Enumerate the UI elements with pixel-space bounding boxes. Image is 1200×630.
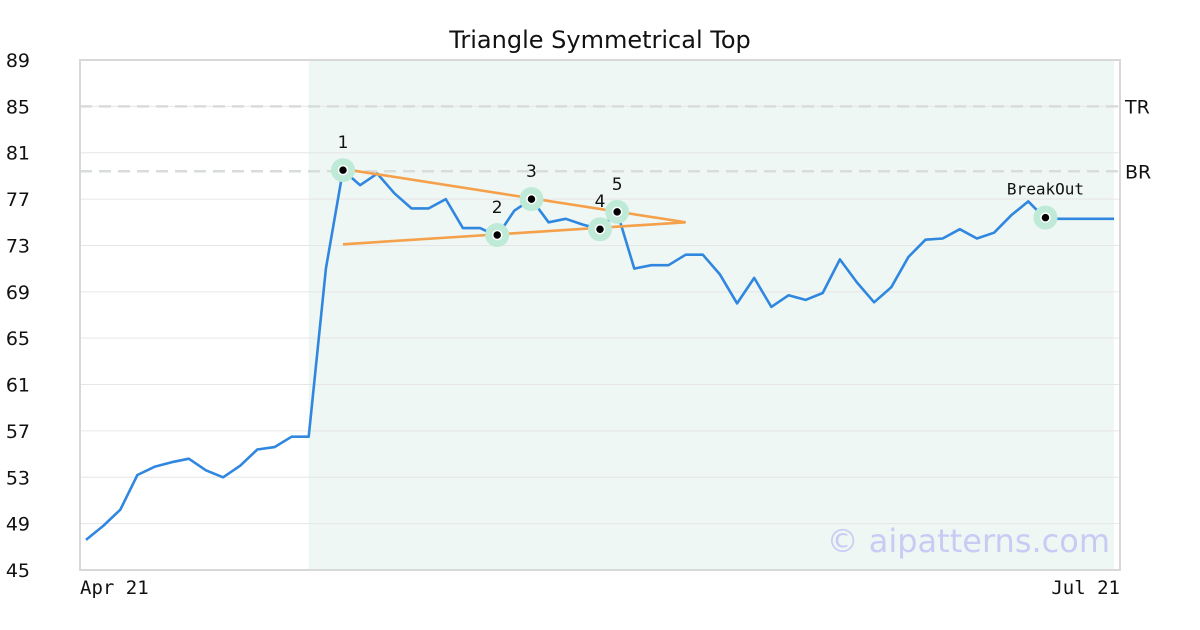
plot-area: 45 49 53 57 61 65 69 73 77 81 85 89 TR BR 1 2 3 45 BreakOu… bbox=[6, 50, 1151, 599]
y-tick-label: 77 bbox=[6, 189, 30, 211]
y-tick-label: 65 bbox=[6, 328, 30, 350]
y-tick-label: 69 bbox=[6, 282, 30, 304]
breakout-label: BreakOut bbox=[1007, 180, 1084, 199]
y-tick-label: 49 bbox=[6, 514, 30, 536]
reference-label-br: BR bbox=[1125, 161, 1151, 183]
y-tick-label: 81 bbox=[6, 143, 30, 165]
x-tick-label: Jul 21 bbox=[1051, 577, 1120, 599]
pattern-point-2 bbox=[491, 229, 503, 241]
y-tick-label: 45 bbox=[6, 560, 30, 582]
y-tick-label: 61 bbox=[6, 375, 30, 397]
plot-frame bbox=[79, 59, 1121, 571]
chart-title: Triangle Symmetrical Top bbox=[448, 26, 751, 54]
y-tick-label: 89 bbox=[6, 50, 30, 72]
pattern-point-3 bbox=[526, 193, 537, 205]
pattern-point-label: 1 bbox=[338, 133, 349, 153]
reference-label-tr: TR bbox=[1124, 96, 1150, 118]
highlight-region bbox=[308, 60, 1114, 570]
watermark-text: © aipatterns.com bbox=[827, 522, 1110, 560]
pattern-point-label: 2 bbox=[492, 198, 503, 218]
pattern-point-1 bbox=[337, 164, 349, 176]
pattern-point-4 bbox=[594, 223, 606, 235]
y-tick-label: 53 bbox=[6, 467, 30, 489]
y-tick-label: 73 bbox=[6, 235, 30, 257]
pattern-point-label: 5 bbox=[612, 175, 623, 195]
pattern-point-5 bbox=[611, 206, 623, 218]
y-tick-label: 57 bbox=[6, 421, 30, 443]
breakout-point bbox=[1040, 212, 1051, 223]
pattern-point-label: 4 bbox=[595, 192, 606, 212]
x-tick-label: Apr 21 bbox=[80, 577, 149, 599]
pattern-point-label: 3 bbox=[526, 162, 537, 182]
y-tick-label: 85 bbox=[6, 96, 30, 118]
lower-trendline bbox=[342, 220, 686, 246]
